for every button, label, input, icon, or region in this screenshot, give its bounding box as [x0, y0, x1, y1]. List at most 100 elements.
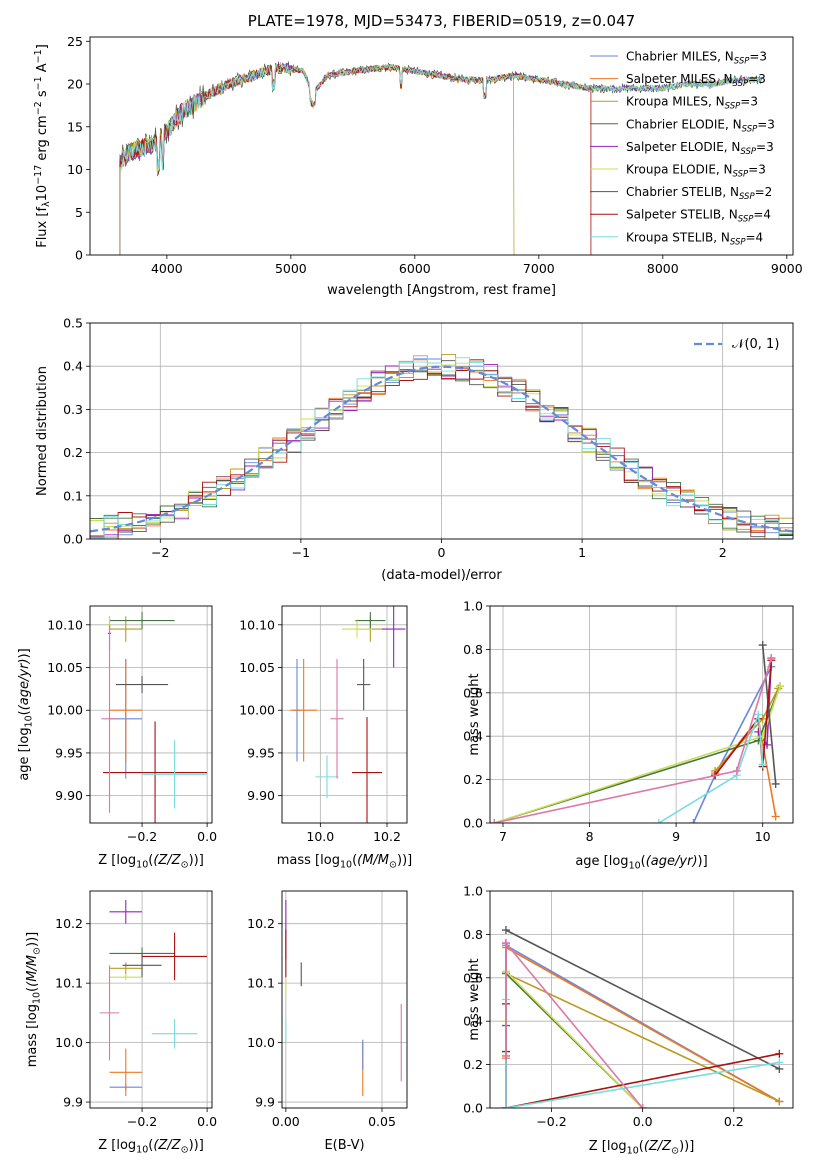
errorbar-point-5 — [109, 974, 143, 981]
panel-mass_vs_Z: −0.2 0.0 9.9 10.0 10.1 10.2 Z [log10((Z/Z⊙))] m… — [25, 890, 217, 1156]
weight_vs_age-ylabel: mass weight — [467, 673, 482, 755]
legend-entry: Kroupa STELIB, NSSP=4 — [626, 230, 763, 247]
errorbar-point-3 — [109, 611, 175, 630]
errorbar-point-4 — [109, 899, 143, 924]
y-tick-label: 20 — [67, 77, 83, 92]
errorbar-point-9 — [99, 965, 120, 1061]
weight-marker — [732, 766, 741, 775]
plot-area — [90, 606, 212, 823]
y-tick-label: 9.9 — [63, 1095, 83, 1110]
plot-area — [90, 323, 793, 539]
legend-entry: Salpeter STELIB, NSSP=4 — [626, 208, 771, 225]
weight_vs_age-xlabel: age [log10((age/yr))] — [575, 854, 707, 872]
weight-series-3 — [494, 686, 781, 823]
y-tick-label: 0.4 — [463, 729, 483, 744]
x-tick-label: 0.2 — [724, 1114, 744, 1129]
weight-marker — [501, 926, 510, 935]
histogram-series-7 — [90, 370, 793, 539]
mass_vs_EBV-xlabel: E(B-V) — [324, 1138, 364, 1153]
age_vs_mass-xlabel: mass [log10((M/M⊙))] — [277, 853, 412, 871]
y-tick-label: 0.1 — [63, 488, 83, 503]
x-tick-label: 8 — [586, 829, 594, 844]
weight-series-6 — [505, 929, 780, 1070]
y-tick-label: 0.3 — [63, 402, 83, 417]
legend-entry: Chabrier ELODIE, NSSP=3 — [626, 117, 775, 134]
y-tick-label: 15 — [67, 119, 83, 134]
y-tick-label: 10.0 — [247, 1035, 275, 1050]
y-tick-label: 0.6 — [463, 685, 483, 700]
weight_vs_Z-xlabel: Z [log10((Z/Z⊙))] — [589, 1139, 695, 1157]
y-tick-label: 10.0 — [55, 1035, 83, 1050]
x-tick-label: 6000 — [399, 261, 431, 276]
panel-mass_vs_EBV: 0.00 0.05 9.9 10.0 10.1 10.2 E(B-V) — [247, 890, 408, 1153]
x-tick-label: −0.2 — [127, 829, 157, 844]
weight-marker — [754, 727, 763, 736]
spectrum-line-8 — [119, 63, 762, 255]
axes-frame — [89, 36, 794, 256]
y-tick-label: 1.0 — [463, 884, 483, 899]
x-tick-label: 9000 — [771, 261, 803, 276]
spectrum-line-5 — [119, 62, 762, 255]
x-tick-label: 10 — [755, 829, 771, 844]
panel-age_vs_mass: 10.0 10.2 9.90 9.95 10.00 10.05 10.10 mass [log… — [239, 605, 412, 871]
y-tick-label: 0.5 — [63, 316, 83, 331]
panel-residuals: −2 −1 0 1 2 0.0 0.1 0.2 0.3 0.4 0.5 (data-model)/er… — [35, 316, 794, 583]
y-tick-label: 10.00 — [239, 703, 275, 718]
y-tick-label: 10.05 — [47, 660, 83, 675]
y-tick-label: 0.0 — [463, 816, 483, 831]
y-tick-label: 0.8 — [463, 927, 483, 942]
axes-frame — [281, 890, 408, 1109]
errorbar-point-1 — [109, 1048, 143, 1097]
y-tick-label: 0.6 — [463, 970, 483, 985]
x-tick-label: 1 — [578, 545, 586, 560]
plot-area — [282, 891, 407, 1108]
y-tick-label: 5 — [75, 205, 83, 220]
errorbar-point-9 — [330, 658, 344, 779]
weight-marker — [771, 779, 780, 788]
histogram-series-8 — [90, 357, 793, 539]
figure-title: PLATE=1978, MJD=53473, FIBERID=0519, z=0… — [247, 12, 636, 30]
y-tick-label: 0.2 — [463, 772, 483, 787]
legend-entry: Kroupa MILES, NSSP=3 — [626, 95, 758, 112]
y-tick-label: 10.2 — [55, 916, 83, 931]
weight-marker — [775, 1058, 784, 1067]
plot-area — [490, 891, 793, 1108]
spectrum-xlabel: wavelength [Angstrom, rest frame] — [327, 283, 556, 298]
y-tick-label: 10.05 — [239, 660, 275, 675]
y-tick-label: 0.8 — [463, 642, 483, 657]
errorbar-point-1 — [290, 658, 317, 762]
errorbar-point-6 — [116, 676, 169, 694]
plot-area — [90, 891, 212, 1108]
spectrum-line-1 — [119, 64, 592, 255]
y-tick-label: 9.90 — [247, 788, 275, 803]
y-tick-label: 25 — [67, 34, 83, 49]
y-tick-label: 10.1 — [55, 976, 83, 991]
legend-entry: Salpeter ELODIE, NSSP=3 — [626, 140, 774, 157]
residuals-xlabel: (data-model)/error — [381, 568, 502, 583]
y-tick-label: 0.4 — [63, 359, 83, 374]
errorbar-point-2 — [109, 962, 143, 975]
weight-series-5 — [505, 969, 644, 1108]
axes-frame — [489, 605, 794, 824]
spectrum-line-2 — [119, 62, 515, 255]
plot-area — [282, 606, 407, 823]
errorbar-point-4 — [382, 606, 406, 668]
errorbar-point-7 — [142, 932, 208, 981]
y-tick-label: 9.95 — [247, 745, 275, 760]
y-tick-label: 9.9 — [255, 1095, 275, 1110]
errorbar-point-9 — [101, 624, 118, 813]
legend-entry: Salpeter MILES, NSSP=3 — [626, 72, 766, 89]
x-tick-label: 0.0 — [197, 1114, 217, 1129]
axes-frame — [89, 605, 213, 824]
panel-weight_vs_age: 7 8 9 10 0.0 0.2 0.4 0.6 0.8 1.0 age [log10((age/y… — [463, 599, 794, 872]
y-tick-label: 0.2 — [463, 1057, 483, 1072]
axes-frame — [89, 322, 794, 540]
legend-entry: Chabrier MILES, NSSP=3 — [626, 50, 767, 67]
y-tick-label: 10.2 — [247, 916, 275, 931]
x-tick-label: 0.00 — [272, 1114, 300, 1129]
weight-marker — [775, 1049, 784, 1058]
errorbar-point-1 — [109, 658, 143, 762]
axes-frame — [489, 890, 794, 1109]
weight-marker — [490, 819, 499, 823]
y-tick-label: 10.10 — [239, 617, 275, 632]
